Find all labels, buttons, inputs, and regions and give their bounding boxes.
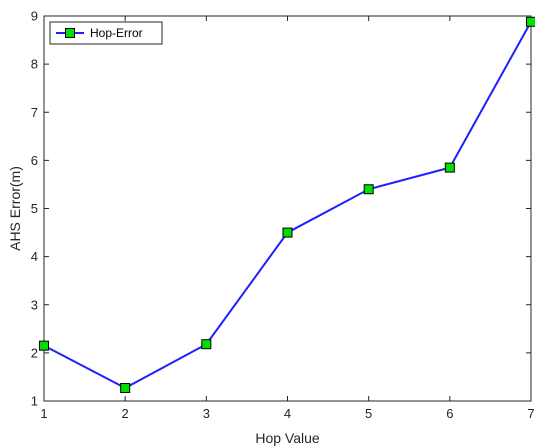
data-point	[120, 383, 131, 394]
y-tick-label: 9	[31, 9, 38, 24]
y-tick-label: 2	[31, 345, 38, 360]
x-tick-label: 4	[284, 406, 291, 421]
data-point	[444, 162, 455, 173]
y-tick-label: 6	[31, 153, 38, 168]
x-tick-label: 1	[40, 406, 47, 421]
plot-area	[43, 15, 532, 402]
data-point	[39, 340, 49, 351]
y-tick-label: 4	[31, 249, 38, 264]
y-axis-label: AHS Error(m)	[7, 166, 23, 251]
data-point	[201, 339, 212, 350]
x-tick-label: 3	[203, 406, 210, 421]
x-tick-label: 7	[527, 406, 534, 421]
legend: Hop-Error	[49, 21, 163, 45]
data-point	[363, 184, 374, 195]
legend-label: Hop-Error	[90, 26, 143, 40]
series-layer	[39, 16, 535, 394]
y-tick-label: 8	[31, 57, 38, 72]
plot-border	[43, 15, 532, 402]
axis-ticks: 1 2 3 4 5 6 7 1 2 3 4 5 6 7 8 9	[31, 9, 535, 422]
x-tick-label: 5	[365, 406, 372, 421]
x-axis-label: Hop Value	[255, 430, 320, 446]
x-tick-label: 2	[122, 406, 129, 421]
data-point	[526, 16, 535, 27]
x-tick-label: 6	[446, 406, 453, 421]
legend-marker-sample	[65, 28, 75, 38]
y-tick-label: 7	[31, 105, 38, 120]
data-point	[282, 227, 293, 238]
y-tick-label: 1	[31, 394, 38, 409]
y-tick-label: 5	[31, 201, 38, 216]
y-tick-label: 3	[31, 297, 38, 312]
legend-box	[49, 21, 163, 45]
